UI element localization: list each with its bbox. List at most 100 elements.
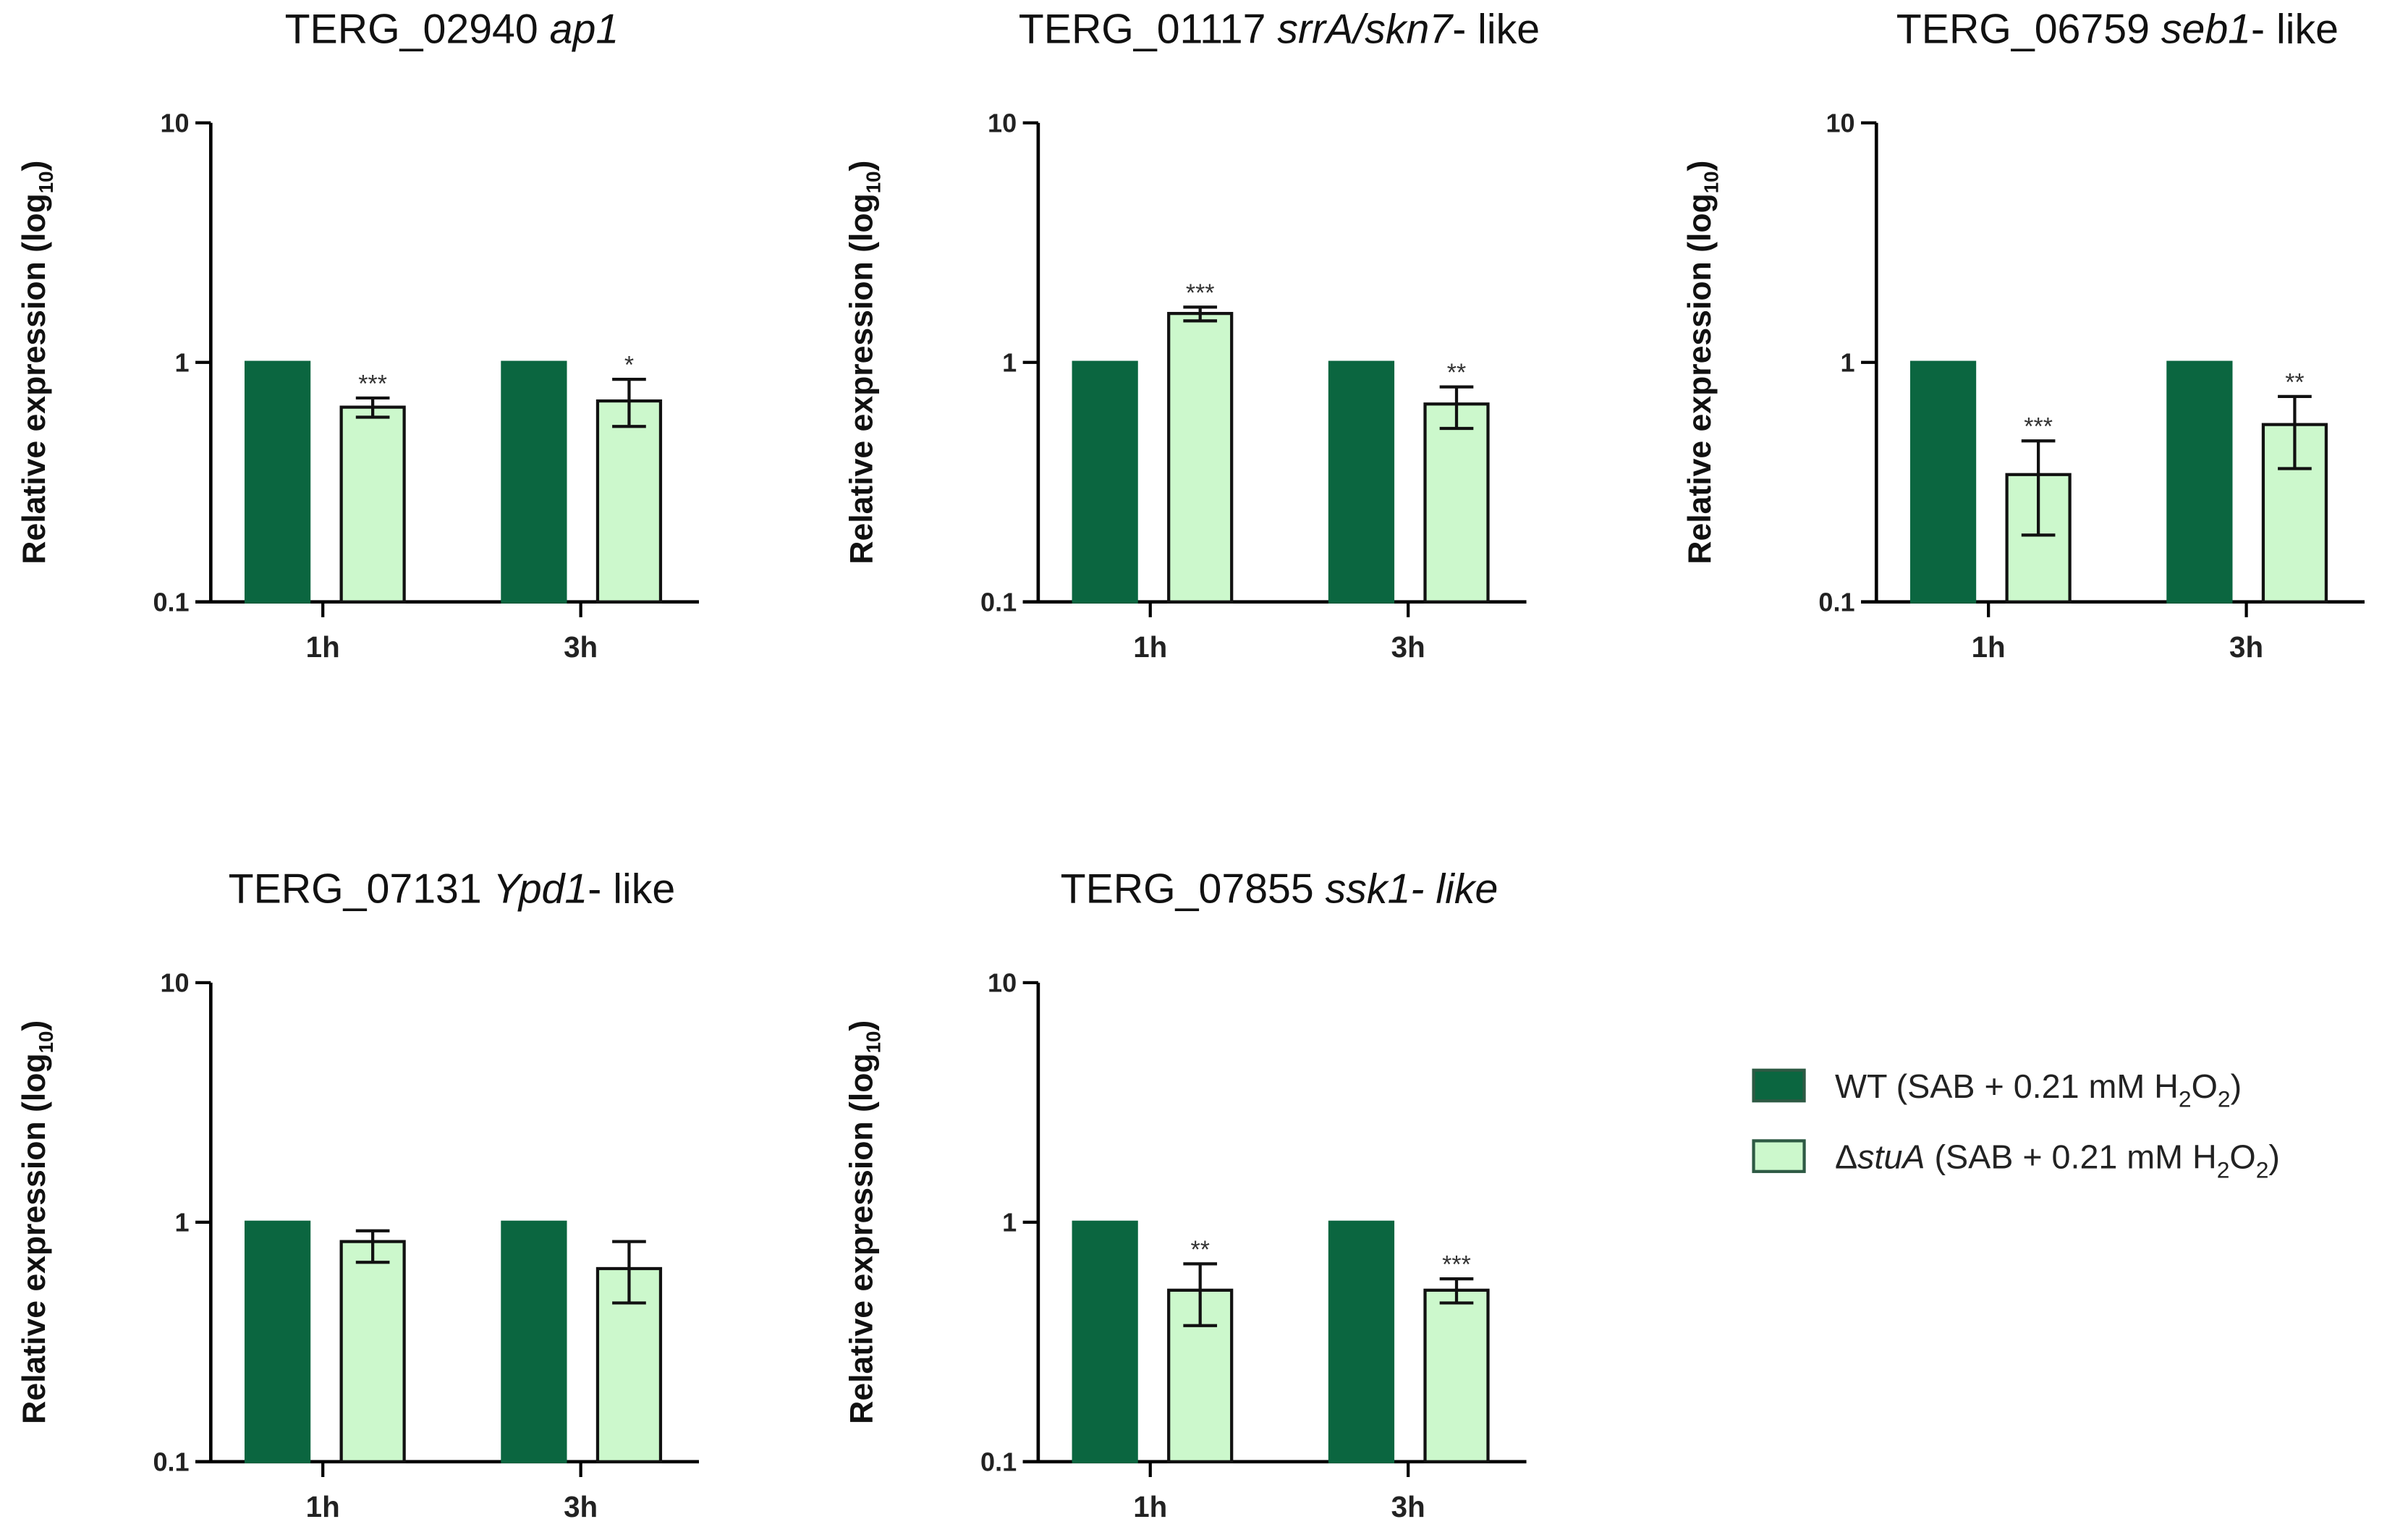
ylabel-subscript: 10 <box>862 172 884 194</box>
title-part: - like <box>588 866 675 913</box>
title-part: ap1 <box>550 6 619 52</box>
significance-label: *** <box>1442 1251 1471 1279</box>
legend-label-part: 2 <box>2256 1156 2269 1182</box>
y-axis-label: Relative expression (log10) <box>17 161 57 564</box>
y-axis-label: Relative expression (log10) <box>1682 161 1723 564</box>
y-tick-label: 10 <box>1826 108 1854 138</box>
legend-label-part: 2 <box>2179 1086 2192 1112</box>
ylabel-text: Relative expression (log <box>844 1053 880 1423</box>
panel-5: TERG_07855 ssk1- like Relative expression… <box>844 866 1527 1523</box>
panel-title: TERG_01117 srrA/skn7- like <box>1019 6 1540 52</box>
title-part: seb1 <box>2161 6 2251 52</box>
y-tick-label: 10 <box>988 968 1017 998</box>
bar-stuA <box>339 405 406 604</box>
y-axis-label: Relative expression (log10) <box>844 1020 885 1424</box>
y-tick-label: 0.1 <box>153 1447 189 1477</box>
legend-label-part: O <box>2229 1138 2255 1176</box>
legend-swatch <box>1752 1139 1806 1173</box>
ylabel-subscript: 10 <box>1700 172 1723 194</box>
significance-label: * <box>624 352 634 379</box>
significance-label: *** <box>2024 413 2053 441</box>
bar-wt <box>1328 360 1395 604</box>
x-tick-label: 3h <box>564 1491 598 1523</box>
x-tick-label: 1h <box>306 631 340 664</box>
ylabel-close: ) <box>844 161 880 172</box>
y-axis-label: Relative expression (log10) <box>844 161 885 564</box>
bar-stuA <box>339 1240 406 1463</box>
x-tick-label: 3h <box>2229 631 2263 664</box>
significance-label: ** <box>1447 359 1466 386</box>
panel-title: TERG_06759 seb1- like <box>1896 6 2339 52</box>
legend-label-part: Δ <box>1835 1138 1857 1176</box>
ylabel-text: Relative expression (log <box>844 193 880 564</box>
ylabel-close: ) <box>1682 161 1718 172</box>
panel-title: TERG_07131 Ypd1- like <box>229 866 676 913</box>
x-tick-label: 1h <box>1133 1491 1167 1523</box>
panel-3: TERG_06759 seb1- like Relative expression… <box>1682 6 2365 664</box>
legend: WT (SAB + 0.21 mM H2O2) ΔstuA (SAB + 0.21… <box>1752 1067 2280 1183</box>
significance-label: ** <box>1190 1236 1209 1264</box>
legend-label-part: ) <box>2268 1138 2280 1176</box>
panel-title: TERG_07855 ssk1- like <box>1061 866 1498 913</box>
x-tick-label: 3h <box>1391 631 1425 664</box>
ylabel-subscript: 10 <box>862 1031 884 1054</box>
title-part: srrA/skn7 <box>1277 6 1454 52</box>
legend-swatch <box>1752 1068 1806 1103</box>
legend-label: ΔstuA (SAB + 0.21 mM H2O2) <box>1835 1138 2280 1183</box>
title-part: Ypd1 <box>493 866 588 913</box>
bar-wt <box>244 1220 311 1463</box>
legend-label-part: 2 <box>2217 1156 2230 1182</box>
bar-stuA <box>1167 312 1234 604</box>
ylabel-close: ) <box>17 161 52 172</box>
bar-wt <box>501 1220 567 1463</box>
bar-wt <box>244 360 311 604</box>
panel-2: TERG_01117 srrA/skn7- like Relative expre… <box>844 6 1540 664</box>
x-tick-label: 1h <box>1972 631 2006 664</box>
bar-wt <box>1328 1220 1395 1463</box>
significance-label: *** <box>358 370 387 397</box>
y-tick-label: 10 <box>160 968 189 998</box>
panel-title: TERG_02940 ap1 <box>285 6 619 52</box>
bar-stuA <box>595 399 663 604</box>
bar-wt <box>1072 360 1138 604</box>
y-tick-label: 0.1 <box>153 587 189 617</box>
bar-stuA <box>2261 423 2328 604</box>
y-axis-label: Relative expression (log10) <box>17 1020 57 1424</box>
title-part: TERG_02940 <box>285 6 550 52</box>
panel-4: TERG_07131 Ypd1- like Relative expression… <box>17 866 699 1523</box>
y-tick-label: 0.1 <box>1818 587 1854 617</box>
bar-stuA <box>1423 1288 1490 1463</box>
y-tick-label: 1 <box>175 1208 190 1238</box>
legend-label: WT (SAB + 0.21 mM H2O2) <box>1835 1067 2242 1112</box>
title-part: TERG_01117 <box>1019 6 1278 52</box>
title-part: TERG_07131 <box>229 866 493 913</box>
bar-stuA <box>1423 402 1490 604</box>
bar-wt <box>1072 1220 1138 1463</box>
y-tick-label: 1 <box>175 347 190 377</box>
x-tick-label: 3h <box>1391 1491 1425 1523</box>
bar-wt <box>1909 360 1977 604</box>
y-tick-label: 0.1 <box>980 587 1017 617</box>
ylabel-subscript: 10 <box>35 172 57 194</box>
x-tick-label: 3h <box>564 631 598 664</box>
y-tick-label: 0.1 <box>980 1447 1017 1477</box>
y-tick-label: 10 <box>988 108 1017 138</box>
bar-wt <box>2166 360 2233 604</box>
legend-label-part: stuA <box>1857 1138 1925 1176</box>
y-tick-label: 1 <box>1002 1208 1017 1238</box>
ylabel-text: Relative expression (log <box>17 1053 52 1423</box>
legend-label-part: ) <box>2231 1067 2242 1105</box>
ylabel-close: ) <box>844 1020 880 1031</box>
title-part: ssk1- like <box>1326 866 1498 913</box>
significance-label: *** <box>1186 279 1215 307</box>
y-tick-label: 1 <box>1841 347 1855 377</box>
title-part: - like <box>2251 6 2339 52</box>
legend-label-part: O <box>2192 1067 2218 1105</box>
ylabel-text: Relative expression (log <box>1682 193 1718 564</box>
y-tick-label: 10 <box>160 108 189 138</box>
ylabel-text: Relative expression (log <box>17 193 52 564</box>
title-part: - like <box>1452 6 1540 52</box>
ylabel-close: ) <box>17 1020 52 1031</box>
